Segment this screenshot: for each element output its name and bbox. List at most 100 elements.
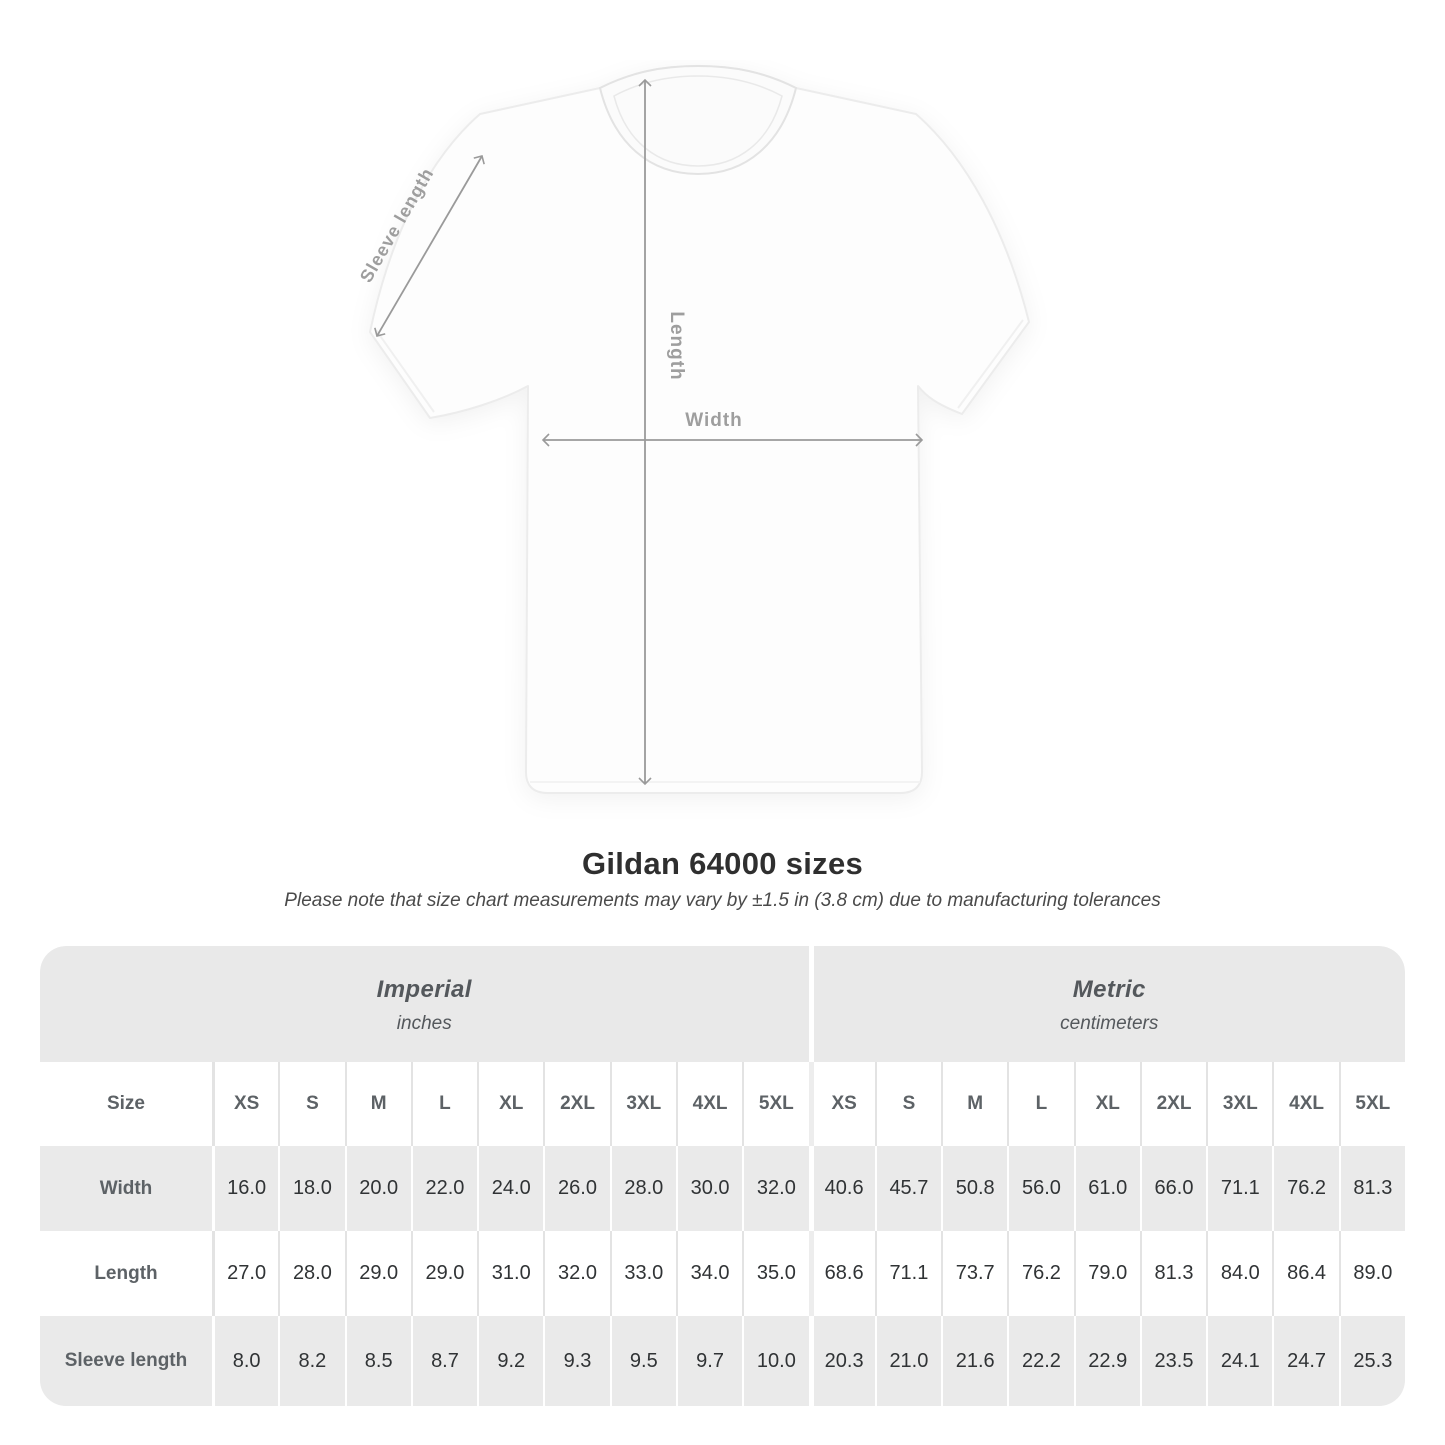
- size-header-row: Size XS S M L XL 2XL 3XL 4XL 5XL XS S M L XL 2XL 3XL 4XL 5…: [40, 1062, 1405, 1146]
- cell-width-metric-5xl: 81.3: [1338, 1146, 1405, 1231]
- length-label: Length: [666, 311, 687, 380]
- cell-length-metric-xs: 68.6: [808, 1231, 875, 1316]
- cell-width-imperial-4xl: 30.0: [675, 1146, 743, 1231]
- size-col-m-metric: M: [941, 1062, 1008, 1146]
- size-col-m-imperial: M: [344, 1062, 411, 1146]
- cell-width-metric-m: 50.8: [941, 1146, 1008, 1231]
- unit-group-name: Metric: [1072, 975, 1146, 1003]
- cell-sleeve-length-imperial-xl: 9.2: [477, 1316, 544, 1406]
- size-col-xs-imperial: XS: [212, 1062, 279, 1146]
- cell-length-imperial-4xl: 34.0: [675, 1231, 743, 1316]
- cell-width-imperial-s: 18.0: [278, 1146, 345, 1231]
- right-cuff-seam: [957, 319, 1024, 409]
- cell-sleeve-length-imperial-l: 8.7: [410, 1316, 478, 1406]
- cell-sleeve-length-imperial-4xl: 9.7: [675, 1316, 743, 1406]
- left-cuff-seam: [375, 329, 435, 413]
- cell-width-imperial-3xl: 28.0: [609, 1146, 676, 1231]
- size-col-2xl-metric: 2XL: [1139, 1062, 1207, 1146]
- size-label: Size: [40, 1062, 212, 1146]
- table-row-width: Width 16.0 18.0 20.0 22.0 24.0 26.0 28.0 30.0 32.…: [40, 1146, 1405, 1231]
- size-col-4xl-imperial: 4XL: [675, 1062, 743, 1146]
- size-col-l-metric: L: [1007, 1062, 1074, 1146]
- size-col-xl-imperial: XL: [477, 1062, 544, 1146]
- cell-width-imperial-xl: 24.0: [477, 1146, 544, 1231]
- cell-length-imperial-2xl: 32.0: [543, 1231, 610, 1316]
- size-col-s-metric: S: [874, 1062, 942, 1146]
- cell-width-imperial-5xl: 32.0: [742, 1146, 809, 1231]
- cell-width-metric-3xl: 71.1: [1206, 1146, 1273, 1231]
- cell-length-metric-xl: 79.0: [1073, 1231, 1140, 1316]
- cell-width-metric-4xl: 76.2: [1272, 1146, 1339, 1231]
- size-col-3xl-imperial: 3XL: [609, 1062, 676, 1146]
- cell-sleeve-length-imperial-s: 8.2: [278, 1316, 345, 1406]
- size-col-5xl-metric: 5XL: [1338, 1062, 1405, 1146]
- tshirt-figure: Width Length Sleeve length: [356, 64, 1030, 794]
- sleeve-length-arrow: [374, 155, 485, 337]
- title-block: Gildan 64000 sizes Please note that size…: [0, 846, 1445, 912]
- cell-width-metric-s: 45.7: [874, 1146, 942, 1231]
- unit-group-unit: centimeters: [1060, 1012, 1159, 1034]
- cell-sleeve-length-metric-xs: 20.3: [808, 1316, 875, 1406]
- page-title: Gildan 64000 sizes: [581, 846, 864, 881]
- table-row-length: Length 27.0 28.0 29.0 29.0 31.0 32.0 33.0 34.0 35…: [40, 1231, 1405, 1316]
- cell-sleeve-length-metric-3xl: 24.1: [1206, 1316, 1273, 1406]
- unit-group-unit: inches: [396, 1012, 452, 1034]
- cell-length-imperial-m: 29.0: [344, 1231, 411, 1316]
- size-col-xl-metric: XL: [1073, 1062, 1140, 1146]
- cell-length-metric-3xl: 84.0: [1206, 1231, 1273, 1316]
- cell-length-metric-l: 76.2: [1007, 1231, 1074, 1316]
- collar-ribbing: [613, 75, 783, 167]
- cell-sleeve-length-imperial-m: 8.5: [344, 1316, 411, 1406]
- cell-sleeve-length-metric-xl: 22.9: [1073, 1316, 1140, 1406]
- row-label-sleeve-length: Sleeve length: [40, 1316, 212, 1406]
- cell-sleeve-length-metric-s: 21.0: [874, 1316, 942, 1406]
- unit-group-metric: Metric centimeters: [808, 946, 1405, 1062]
- cell-sleeve-length-metric-m: 21.6: [941, 1316, 1008, 1406]
- row-label-length: Length: [40, 1231, 212, 1316]
- size-col-l-imperial: L: [410, 1062, 478, 1146]
- cell-width-imperial-xs: 16.0: [212, 1146, 279, 1231]
- cell-length-metric-2xl: 81.3: [1139, 1231, 1207, 1316]
- unit-group-name: Imperial: [376, 975, 472, 1003]
- size-col-3xl-metric: 3XL: [1206, 1062, 1273, 1146]
- cell-sleeve-length-imperial-2xl: 9.3: [543, 1316, 610, 1406]
- cell-width-metric-2xl: 66.0: [1139, 1146, 1207, 1231]
- cell-length-metric-m: 73.7: [941, 1231, 1008, 1316]
- cell-width-imperial-m: 20.0: [344, 1146, 411, 1231]
- cell-width-imperial-2xl: 26.0: [543, 1146, 610, 1231]
- size-col-2xl-imperial: 2XL: [543, 1062, 610, 1146]
- table-row-sleeve-length: Sleeve length 8.0 8.2 8.5 8.7 9.2 9.3 9.5 9.7 10.…: [40, 1316, 1405, 1406]
- width-label: Width: [685, 410, 743, 431]
- cell-length-metric-5xl: 89.0: [1338, 1231, 1405, 1316]
- unit-group-imperial: Imperial inches: [40, 946, 809, 1062]
- cell-width-metric-xs: 40.6: [808, 1146, 875, 1231]
- size-col-xs-metric: XS: [808, 1062, 875, 1146]
- cell-sleeve-length-metric-l: 22.2: [1007, 1316, 1074, 1406]
- cell-length-imperial-xl: 31.0: [477, 1231, 544, 1316]
- table-header-band: Imperial inches Metric centimeters: [40, 946, 1405, 1062]
- cell-length-metric-s: 71.1: [874, 1231, 942, 1316]
- cell-width-metric-l: 56.0: [1007, 1146, 1074, 1231]
- cell-sleeve-length-imperial-3xl: 9.5: [609, 1316, 676, 1406]
- tshirt-measurement-diagram: Width Length Sleeve length: [356, 64, 1030, 794]
- table-rows: Size XS S M L XL 2XL 3XL 4XL 5XL XS S M L XL 2XL 3XL 4XL 5…: [40, 1062, 1405, 1406]
- tolerance-note: Please note that size chart measurements…: [284, 890, 1161, 911]
- cell-sleeve-length-imperial-5xl: 10.0: [742, 1316, 809, 1406]
- cell-width-metric-xl: 61.0: [1073, 1146, 1140, 1231]
- size-table: Imperial inches Metric centimeters Size X…: [40, 946, 1405, 1406]
- cell-length-imperial-5xl: 35.0: [742, 1231, 809, 1316]
- cell-length-imperial-s: 28.0: [278, 1231, 345, 1316]
- size-col-4xl-metric: 4XL: [1272, 1062, 1339, 1146]
- cell-width-imperial-l: 22.0: [410, 1146, 478, 1231]
- cell-length-imperial-xs: 27.0: [212, 1231, 279, 1316]
- cell-length-imperial-l: 29.0: [410, 1231, 478, 1316]
- cell-length-imperial-3xl: 33.0: [609, 1231, 676, 1316]
- cell-length-metric-4xl: 86.4: [1272, 1231, 1339, 1316]
- cell-sleeve-length-metric-5xl: 25.3: [1338, 1316, 1405, 1406]
- cell-sleeve-length-imperial-xs: 8.0: [212, 1316, 279, 1406]
- cell-sleeve-length-metric-2xl: 23.5: [1139, 1316, 1207, 1406]
- size-col-s-imperial: S: [278, 1062, 345, 1146]
- size-col-5xl-imperial: 5XL: [742, 1062, 809, 1146]
- row-label-width: Width: [40, 1146, 212, 1231]
- cell-sleeve-length-metric-4xl: 24.7: [1272, 1316, 1339, 1406]
